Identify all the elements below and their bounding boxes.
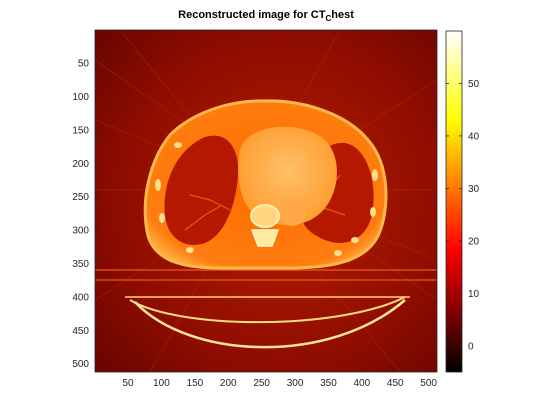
- x-tick-label: 500: [420, 378, 437, 389]
- x-tick-label: 350: [320, 378, 337, 389]
- x-tick-label: 100: [153, 378, 170, 389]
- y-tick-label: 300: [72, 226, 89, 237]
- ct-image: [95, 30, 437, 372]
- x-tick-label: 250: [253, 378, 270, 389]
- vertebra-body: [250, 204, 280, 228]
- y-tick-label: 450: [72, 326, 89, 337]
- image-axis-ticks: 50 100 150 200 250 300 350 400 450 500 50 100 150 200…: [72, 59, 437, 389]
- x-tick-label: 150: [187, 378, 204, 389]
- x-tick-label: 200: [220, 378, 237, 389]
- spinal-process: [250, 229, 280, 247]
- y-tick-label: 150: [72, 125, 89, 136]
- x-tick-label: 50: [123, 378, 135, 389]
- x-tick-label: 300: [287, 378, 304, 389]
- colorbar-tick-label: 20: [468, 236, 480, 247]
- left-lung: [164, 135, 239, 245]
- colorbar-tick-label: 10: [468, 289, 480, 300]
- y-tick-label: 350: [72, 259, 89, 270]
- colorbar-tick-label: 40: [468, 131, 480, 142]
- ribs: [155, 142, 378, 256]
- table-lower-arc: [134, 299, 406, 349]
- colorbar-tick-label: 0: [468, 341, 474, 352]
- colorbar-tick-label: 50: [468, 79, 480, 90]
- figure-title: Reconstructed image for CTChest: [178, 9, 354, 24]
- table-upper-arc: [129, 296, 406, 324]
- colorbar: [445, 30, 463, 373]
- heart: [238, 126, 337, 226]
- y-tick-label: 50: [78, 59, 90, 70]
- scanner-table-lines: [95, 269, 437, 281]
- y-tick-label: 400: [72, 292, 89, 303]
- x-tick-label: 450: [387, 378, 404, 389]
- y-tick-label: 100: [72, 92, 89, 103]
- x-tick-label: 400: [354, 378, 371, 389]
- y-tick-label: 200: [72, 159, 89, 170]
- image-axes-box: [94, 29, 438, 373]
- y-tick-label: 250: [72, 192, 89, 203]
- aorta: [278, 198, 306, 226]
- colorbar-ticks: 0 10 20 30 40 50: [446, 79, 480, 352]
- colorbar-tick-label: 30: [468, 184, 480, 195]
- y-tick-label: 500: [72, 359, 89, 370]
